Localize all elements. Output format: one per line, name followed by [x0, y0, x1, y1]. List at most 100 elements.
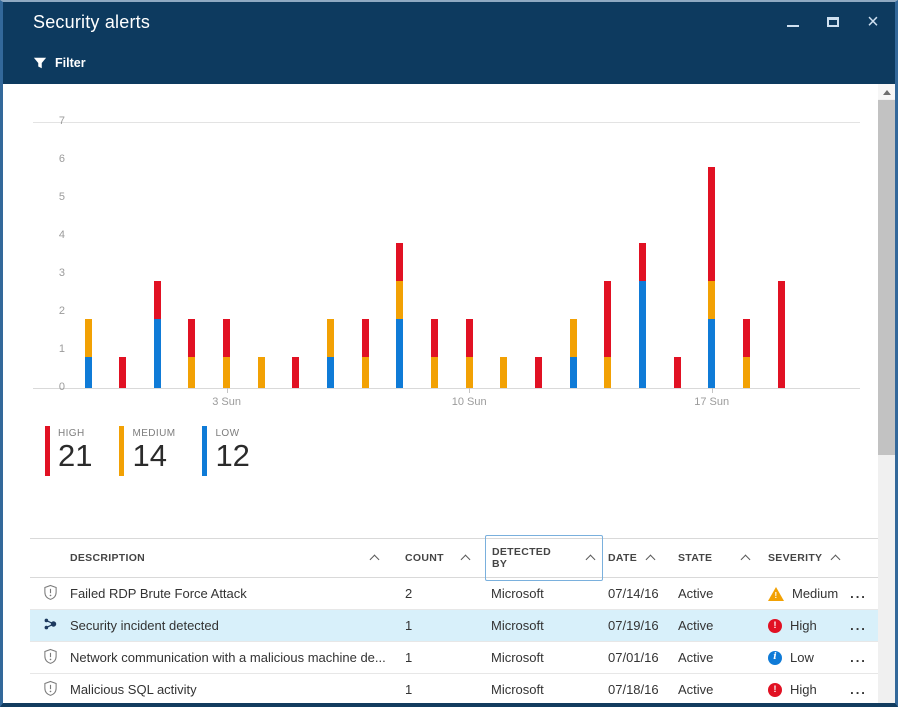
column-header-severity[interactable]: SEVERITY	[761, 539, 841, 577]
bar-segment-medium	[396, 281, 404, 319]
legend-value: 21	[58, 438, 93, 473]
y-axis-tick-label: 3	[58, 267, 65, 279]
scroll-up-button[interactable]	[878, 84, 895, 99]
bar-segment-medium	[84, 319, 92, 357]
row-actions-cell: ...	[839, 586, 878, 601]
alert-state: Active	[678, 618, 714, 633]
bar-segment-high	[742, 319, 750, 357]
chart-bar	[500, 357, 508, 388]
y-axis-tick-label: 6	[58, 153, 65, 165]
scrollbar-thumb[interactable]	[878, 100, 895, 455]
y-axis-tick-label: 4	[58, 229, 65, 241]
minimize-button[interactable]	[781, 10, 805, 34]
bar-segment-low	[153, 319, 161, 388]
chart-top-gridline	[33, 122, 860, 123]
column-header-detected_by[interactable]: DETECTED BY	[485, 535, 603, 581]
vertical-scrollbar[interactable]	[878, 84, 895, 703]
bar-segment-high	[292, 357, 300, 388]
alert-type-icon-cell	[30, 680, 70, 700]
chart-legend: HIGH 21 MEDIUM 14 LOW 12	[45, 426, 250, 476]
bar-segment-high	[673, 357, 681, 388]
alert-detected-by: Microsoft	[491, 650, 544, 665]
window-controls: ×	[781, 2, 885, 42]
column-header-label: SEVERITY	[768, 552, 823, 564]
chart-bar	[569, 319, 577, 388]
alert-detected-by: Microsoft	[491, 586, 544, 601]
table-header-row: DESCRIPTION COUNT DETECTED BY DATE STATE SEVE…	[30, 535, 878, 581]
chart-bar	[638, 243, 646, 388]
y-axis-tick-label: 1	[58, 343, 65, 355]
x-axis-tick-label: 17 Sun	[694, 396, 730, 408]
column-header-date[interactable]: DATE	[603, 539, 673, 577]
alert-detected-by: Microsoft	[491, 682, 544, 697]
chart-bar	[188, 319, 196, 388]
alert-severity: High	[761, 682, 839, 697]
table-row[interactable]: Failed RDP Brute Force Attack 2 Microsoft 0…	[30, 578, 878, 610]
table-row[interactable]: Malicious SQL activity 1 Microsoft 07/18/16…	[30, 674, 878, 703]
alert-date: 07/19/16	[608, 618, 659, 633]
sort-chevron-up-icon[interactable]	[460, 554, 471, 565]
sort-chevron-up-icon[interactable]	[645, 554, 656, 565]
alert-detected-by: Microsoft	[491, 618, 544, 633]
bar-segment-high	[188, 319, 196, 357]
filter-button[interactable]: Filter	[33, 56, 86, 70]
bar-segment-low	[84, 357, 92, 388]
legend-label: LOW	[215, 428, 240, 439]
bar-segment-high	[119, 357, 127, 388]
sort-chevron-up-icon[interactable]	[740, 554, 751, 565]
bar-segment-high	[361, 319, 369, 357]
bar-segment-high	[777, 281, 785, 388]
column-header-label: DATE	[608, 552, 638, 564]
column-header-count[interactable]: COUNT	[400, 539, 485, 577]
close-button[interactable]: ×	[861, 10, 885, 34]
table-row[interactable]: Network communication with a malicious m…	[30, 642, 878, 674]
row-context-menu-button[interactable]: ...	[850, 618, 867, 633]
table-row[interactable]: Security incident detected 1 Microsoft 07/1…	[30, 610, 878, 642]
chart-bar	[534, 357, 542, 388]
alert-date: 07/18/16	[608, 682, 659, 697]
row-actions-cell: ...	[839, 650, 878, 665]
y-axis-tick-label: 7	[58, 115, 65, 127]
chart-bar	[223, 319, 231, 388]
filter-funnel-icon	[33, 57, 47, 69]
alert-severity: High	[761, 618, 839, 633]
legend-value: 12	[215, 438, 250, 473]
bar-segment-medium	[327, 319, 335, 357]
column-header-description[interactable]: DESCRIPTION	[70, 539, 400, 577]
bar-segment-high	[638, 243, 646, 281]
bar-segment-medium	[361, 357, 369, 388]
alert-type-icon-cell	[30, 648, 70, 668]
chart-bar	[708, 167, 716, 388]
y-axis-tick-label: 5	[58, 191, 65, 203]
chart-bar	[292, 357, 300, 388]
column-header-state[interactable]: STATE	[673, 539, 761, 577]
sort-chevron-up-icon[interactable]	[585, 554, 596, 565]
scroll-up-arrow-icon	[882, 90, 891, 95]
row-context-menu-button[interactable]: ...	[850, 682, 867, 697]
bar-segment-high	[534, 357, 542, 388]
row-actions-cell: ...	[839, 618, 878, 633]
minimize-icon	[787, 25, 799, 27]
row-context-menu-button[interactable]: ...	[850, 650, 867, 665]
row-actions-cell: ...	[839, 682, 878, 697]
bar-segment-medium	[500, 357, 508, 388]
window-title: Security alerts	[33, 11, 151, 32]
alerts-table: DESCRIPTION COUNT DETECTED BY DATE STATE SEVE…	[30, 535, 878, 703]
sort-chevron-up-icon[interactable]	[369, 554, 380, 565]
maximize-button[interactable]	[821, 10, 845, 34]
alert-state: Active	[678, 682, 714, 697]
bar-segment-high	[708, 167, 716, 281]
alert-description: Malicious SQL activity	[70, 682, 197, 697]
legend-label: MEDIUM	[132, 428, 176, 439]
severity-label: Medium	[792, 586, 839, 601]
chart-bar	[119, 357, 127, 388]
bar-segment-medium	[742, 357, 750, 388]
alert-description: Security incident detected	[70, 618, 219, 633]
alert-count: 1	[405, 618, 413, 633]
titlebar: Security alerts ×	[3, 2, 895, 42]
close-icon: ×	[867, 11, 879, 33]
row-context-menu-button[interactable]: ...	[850, 586, 867, 601]
y-axis-tick-label: 2	[58, 305, 65, 317]
alert-severity: Medium	[761, 586, 839, 601]
